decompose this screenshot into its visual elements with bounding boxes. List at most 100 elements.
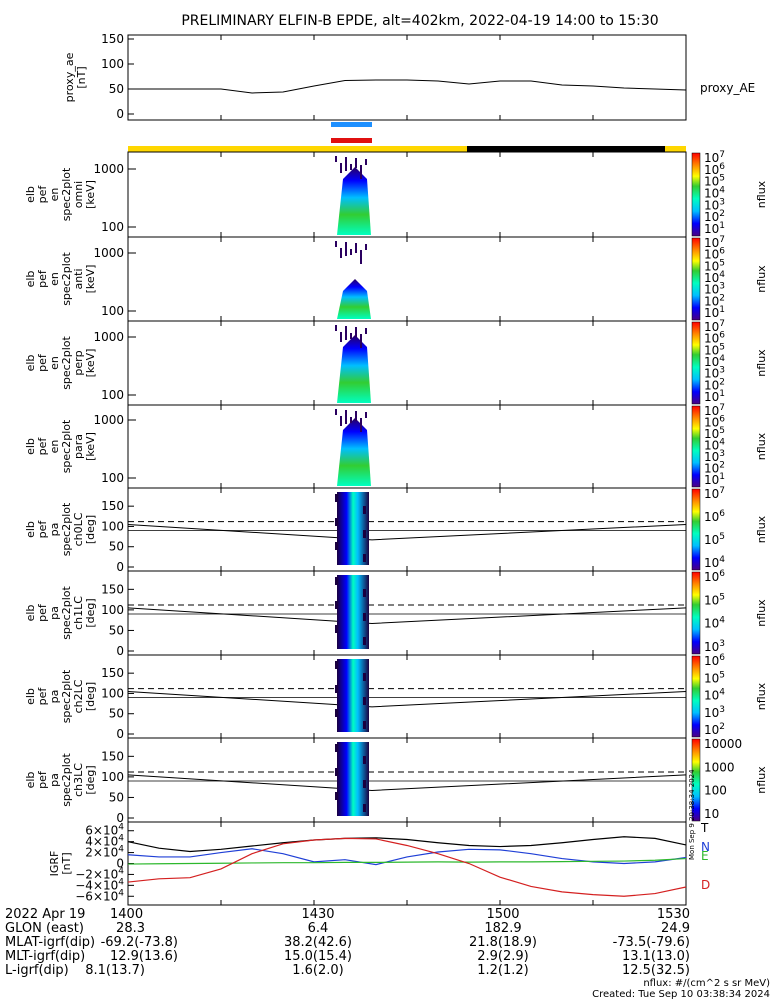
- side-stamp: Mon Sep 9 20:38:34 2024: [688, 769, 696, 860]
- sci-zone-blue-bar: [331, 122, 372, 127]
- footer-r0c2: 1430: [301, 907, 334, 922]
- en-omni-ytick-label-1000: 1000: [93, 162, 124, 176]
- pa-ch1LC-ytick-label-0: 0: [116, 644, 124, 658]
- pa-ch2LC-loss-cone-line: [127, 690, 687, 708]
- ae-series-line: [128, 79, 687, 94]
- footer-r0c3: 1500: [486, 907, 519, 922]
- footer-r4c4: 12.5(32.5): [622, 963, 690, 978]
- pa-ch2LC-colorbar-tick-0: 106: [704, 653, 725, 668]
- footer-r2c3: 21.8(18.9): [469, 935, 537, 950]
- en-anti-noise-6: [365, 244, 367, 250]
- pa-ch0LC-colorbar-tick-1: 106: [704, 509, 725, 524]
- ae-ylabel: proxy_ae[nT]: [63, 52, 88, 102]
- en-omni-noise-0: [335, 156, 337, 162]
- pa-ch3LC-pa-noise-0: [335, 744, 338, 752]
- en-para-noise-5: [360, 418, 362, 432]
- pa-ch2LC-pa-noise-5: [363, 721, 366, 729]
- sunlight-bar-shadow: [467, 146, 665, 152]
- pa-ch2LC-colorbar-tick-2: 104: [704, 688, 725, 703]
- en-perp-colorbar-tick-6: 101: [704, 389, 725, 404]
- footer-r1c3: 182.9: [484, 921, 521, 936]
- pa-ch1LC-ylabel: elbpefpaspec2plotch1LC[deg]: [24, 586, 97, 640]
- en-anti-ytick-label-1000: 1000: [93, 246, 124, 260]
- pa-ch1LC-loss-cone-line: [127, 607, 687, 624]
- footer-table: 2022 Apr 19 1400 1430 1500 1530 GLON (ea…: [5, 907, 690, 978]
- pa-ch1LC-pa-blob: [337, 575, 369, 649]
- ae-ytick-label-100: 100: [101, 57, 124, 71]
- en-anti-noise-4: [355, 243, 357, 253]
- igrf-ytick-label-5: −4×104: [75, 877, 124, 892]
- footer-r0c0: 2022 Apr 19: [5, 907, 85, 922]
- en-perp-noise-4: [355, 327, 357, 337]
- footer-r3c0: MLT-igrf(dip): [5, 949, 85, 964]
- pa-ch2LC-colorbar: [691, 655, 701, 738]
- sunlight-bar-day-end: [665, 146, 686, 152]
- ae-frame: [127, 34, 687, 121]
- pa-ch0LC-colorbar-label: nflux: [755, 515, 768, 543]
- pa-ch3LC-pa-noise-1: [363, 756, 366, 764]
- en-perp-noise-6: [365, 328, 367, 334]
- pa-ch3LC-colorbar-tick-1: 1000: [704, 760, 735, 774]
- pa-ch1LC-pa-noise-4: [335, 625, 338, 633]
- igrf-ytick-label-0: 6×104: [85, 823, 124, 838]
- footer-r0c1: 1400: [110, 907, 143, 922]
- en-omni-colorbar: [691, 152, 701, 237]
- pa-ch0LC-ytick-label-150: 150: [101, 499, 124, 513]
- en-perp-spectrum-blob: [337, 335, 371, 403]
- en-para-colorbar-tick-6: 101: [704, 472, 725, 487]
- pa-ch0LC-pa-noise-2: [335, 518, 338, 526]
- footer-r2c2: 38.2(42.6): [284, 935, 352, 950]
- pa-ch2LC-pa-noise-3: [363, 697, 366, 705]
- pa-ch0LC-pa-noise-4: [335, 542, 338, 550]
- pa-ch3LC-colorbar-label: nflux: [755, 766, 768, 794]
- pa-ch3LC-pa-noise-2: [335, 768, 338, 776]
- sci-zone-red-bar: [331, 138, 372, 143]
- en-omni-noise-1: [340, 163, 342, 173]
- ae-ytick-label-50: 50: [109, 82, 124, 96]
- ae-legend-label: proxy_AE: [700, 81, 755, 95]
- en-anti-colorbar-tick-6: 101: [704, 305, 725, 320]
- en-para-colorbar: [691, 405, 701, 488]
- en-para-spectrum-blob: [337, 418, 371, 486]
- pa-ch3LC-colorbar-tick-2: 100: [704, 784, 727, 798]
- en-anti-noise-5: [360, 250, 362, 264]
- en-perp-colorbar-label: nflux: [755, 349, 768, 377]
- pa-ch3LC-colorbar-tick-3: 10: [704, 807, 719, 821]
- en-perp-noise-0: [335, 325, 337, 331]
- pa-ch0LC-colorbar-tick-3: 104: [704, 555, 725, 570]
- en-para-ylabel: elbpefenspec2plotpara[keV]: [24, 419, 97, 473]
- pa-ch3LC-pa-noise-4: [335, 792, 338, 800]
- footer-r2c0: MLAT-igrf(dip): [5, 935, 95, 950]
- pa-ch3LC-loss-cone-line: [127, 774, 687, 791]
- pa-ch1LC-pa-noise-3: [363, 613, 366, 621]
- pa-ch1LC-colorbar-tick-0: 106: [704, 569, 725, 584]
- en-anti-noise-3: [350, 249, 352, 255]
- en-omni-noise-5: [360, 165, 362, 179]
- en-para-noise-1: [340, 416, 342, 426]
- en-omni-noise-2: [345, 157, 347, 171]
- footer-r1c2: 6.4: [308, 921, 329, 936]
- igrf-ytick-label-1: 4×104: [85, 834, 124, 849]
- pa-ch0LC-ytick-label-0: 0: [116, 560, 124, 574]
- pa-ch0LC-pa-noise-3: [363, 530, 366, 538]
- pa-ch2LC-pa-noise-2: [335, 685, 338, 693]
- en-perp-noise-2: [345, 326, 347, 340]
- footer-r3c4: 13.1(13.0): [622, 949, 690, 964]
- pa-ch1LC-pa-noise-1: [363, 589, 366, 597]
- ae-ytick-label-0: 0: [116, 107, 124, 121]
- pa-ch2LC-pa-noise-4: [335, 709, 338, 717]
- pa-ch2LC-ytick-label-150: 150: [101, 666, 124, 680]
- igrf-ytick-label-4: −2×104: [75, 866, 124, 881]
- en-omni-noise-6: [365, 159, 367, 165]
- en-para-colorbar-label: nflux: [755, 432, 768, 460]
- pa-ch3LC-pa-noise-3: [363, 780, 366, 788]
- pa-ch0LC-loss-cone-line: [127, 523, 687, 541]
- footer-r2c4: -73.5(-79.6): [613, 935, 690, 950]
- en-anti-noise-1: [340, 248, 342, 258]
- pa-ch0LC-ytick-label-100: 100: [101, 519, 124, 533]
- en-perp-ytick-label-100: 100: [101, 388, 124, 402]
- pa-ch2LC-pa-noise-0: [335, 661, 338, 669]
- en-anti-spectrum-blob: [337, 279, 371, 319]
- footer-r4c1: 8.1(13.7): [85, 963, 145, 978]
- created-timestamp: Created: Tue Sep 10 03:38:34 2024: [592, 989, 770, 1000]
